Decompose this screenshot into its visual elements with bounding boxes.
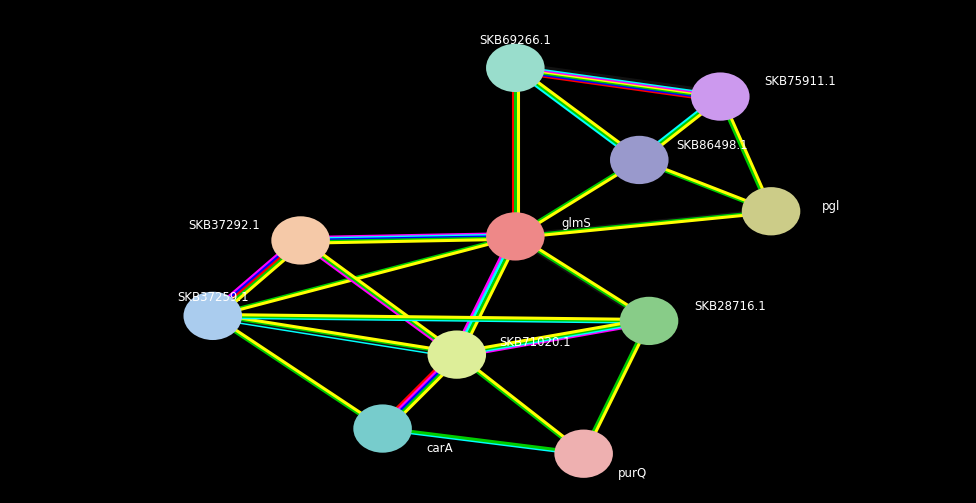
Ellipse shape xyxy=(554,430,613,478)
Text: SKB37259.1: SKB37259.1 xyxy=(177,291,249,304)
Ellipse shape xyxy=(427,330,486,379)
Text: SKB37292.1: SKB37292.1 xyxy=(188,219,261,232)
Text: SKB28716.1: SKB28716.1 xyxy=(694,300,766,313)
Ellipse shape xyxy=(610,136,669,184)
Ellipse shape xyxy=(742,187,800,235)
Ellipse shape xyxy=(486,212,545,261)
Text: purQ: purQ xyxy=(618,467,647,480)
Text: SKB69266.1: SKB69266.1 xyxy=(479,34,551,47)
Text: SKB75911.1: SKB75911.1 xyxy=(764,75,836,88)
Text: SKB71020.1: SKB71020.1 xyxy=(499,336,571,349)
Ellipse shape xyxy=(271,216,330,265)
Text: glmS: glmS xyxy=(561,217,590,230)
Text: carA: carA xyxy=(426,442,453,455)
Ellipse shape xyxy=(620,297,678,345)
Text: SKB86498.1: SKB86498.1 xyxy=(676,139,749,152)
Ellipse shape xyxy=(353,404,412,453)
Ellipse shape xyxy=(486,44,545,92)
Ellipse shape xyxy=(183,292,242,340)
Text: pgl: pgl xyxy=(823,200,840,213)
Ellipse shape xyxy=(691,72,750,121)
